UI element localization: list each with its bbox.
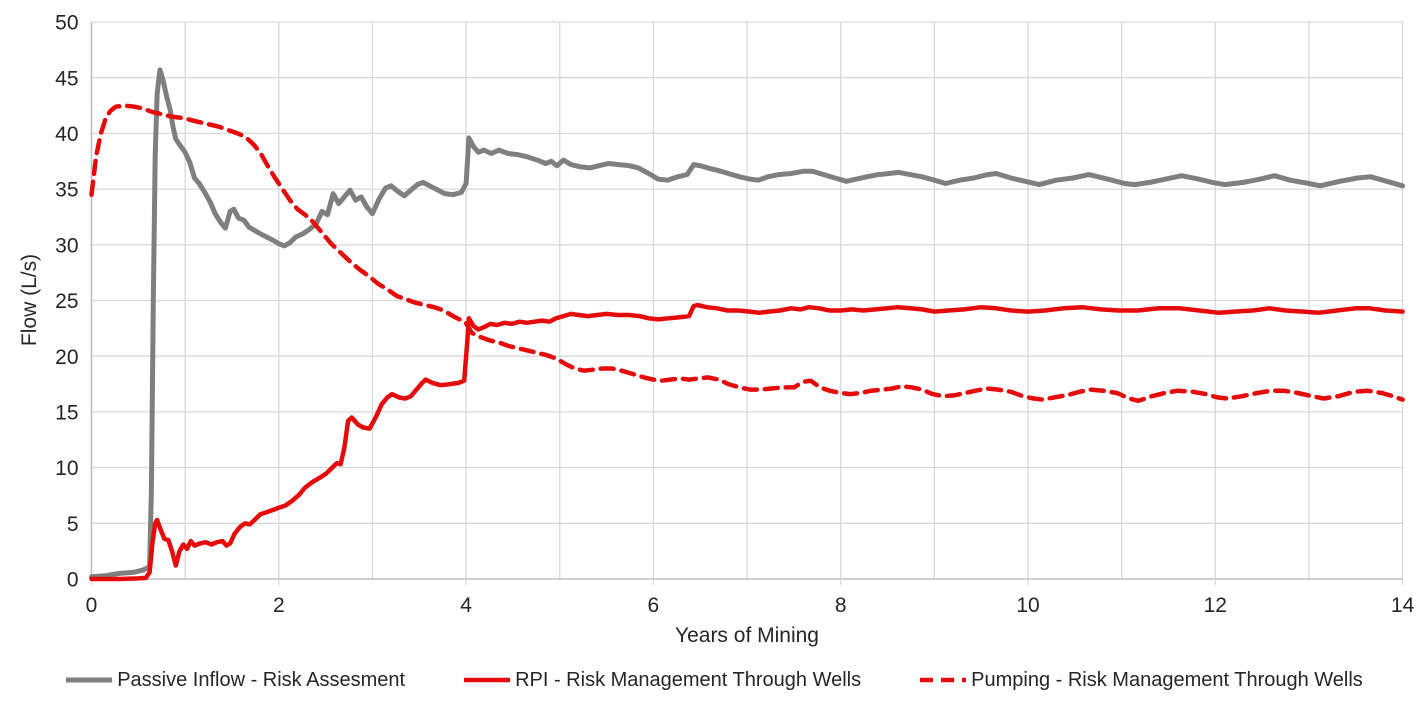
legend-item-pumping: Pumping - Risk Management Through Wells	[919, 669, 1363, 692]
legend-label-pumping: Pumping - Risk Management Through Wells	[971, 668, 1363, 691]
x-tick-label: 2	[273, 594, 285, 617]
x-tick-label: 12	[1204, 594, 1227, 617]
y-tick-label: 30	[55, 234, 78, 257]
x-tick-label: 4	[460, 594, 472, 617]
legend-label-passive-inflow: Passive Inflow - Risk Assesment	[117, 668, 406, 691]
x-tick-label: 8	[835, 594, 847, 617]
x-tick-label: 14	[1391, 594, 1415, 617]
y-tick-label: 40	[55, 123, 78, 146]
x-tick-label: 6	[648, 594, 660, 617]
red-dashed-line-swatch-icon	[919, 676, 967, 684]
x-tick-label: 10	[1016, 594, 1039, 617]
y-tick-label: 15	[55, 401, 78, 424]
series-line-1	[89, 302, 1405, 582]
y-tick-label: 0	[67, 569, 79, 592]
y-tick-label: 20	[55, 346, 78, 369]
chart-legend: Passive Inflow - Risk Assesment RPI - Ri…	[0, 660, 1428, 700]
series-line-0	[89, 67, 1406, 580]
gray-solid-line-swatch-icon	[65, 676, 113, 684]
y-tick-label: 50	[55, 12, 78, 35]
x-axis-title: Years of Mining	[675, 624, 819, 647]
series-line-2	[89, 103, 1405, 404]
y-tick-label: 25	[55, 290, 78, 313]
legend-item-rpi: RPI - Risk Management Through Wells	[463, 669, 861, 692]
y-tick-label: 35	[55, 179, 78, 202]
y-axis-title: Flow (L/s)	[18, 253, 41, 347]
legend-label-rpi: RPI - Risk Management Through Wells	[515, 668, 862, 691]
y-tick-label: 10	[55, 457, 78, 480]
y-tick-label: 45	[55, 67, 78, 90]
red-solid-line-swatch-icon	[463, 676, 511, 684]
legend-item-passive-inflow: Passive Inflow - Risk Assesment	[65, 669, 405, 692]
y-tick-label: 5	[67, 513, 79, 536]
x-tick-label: 0	[86, 594, 98, 617]
